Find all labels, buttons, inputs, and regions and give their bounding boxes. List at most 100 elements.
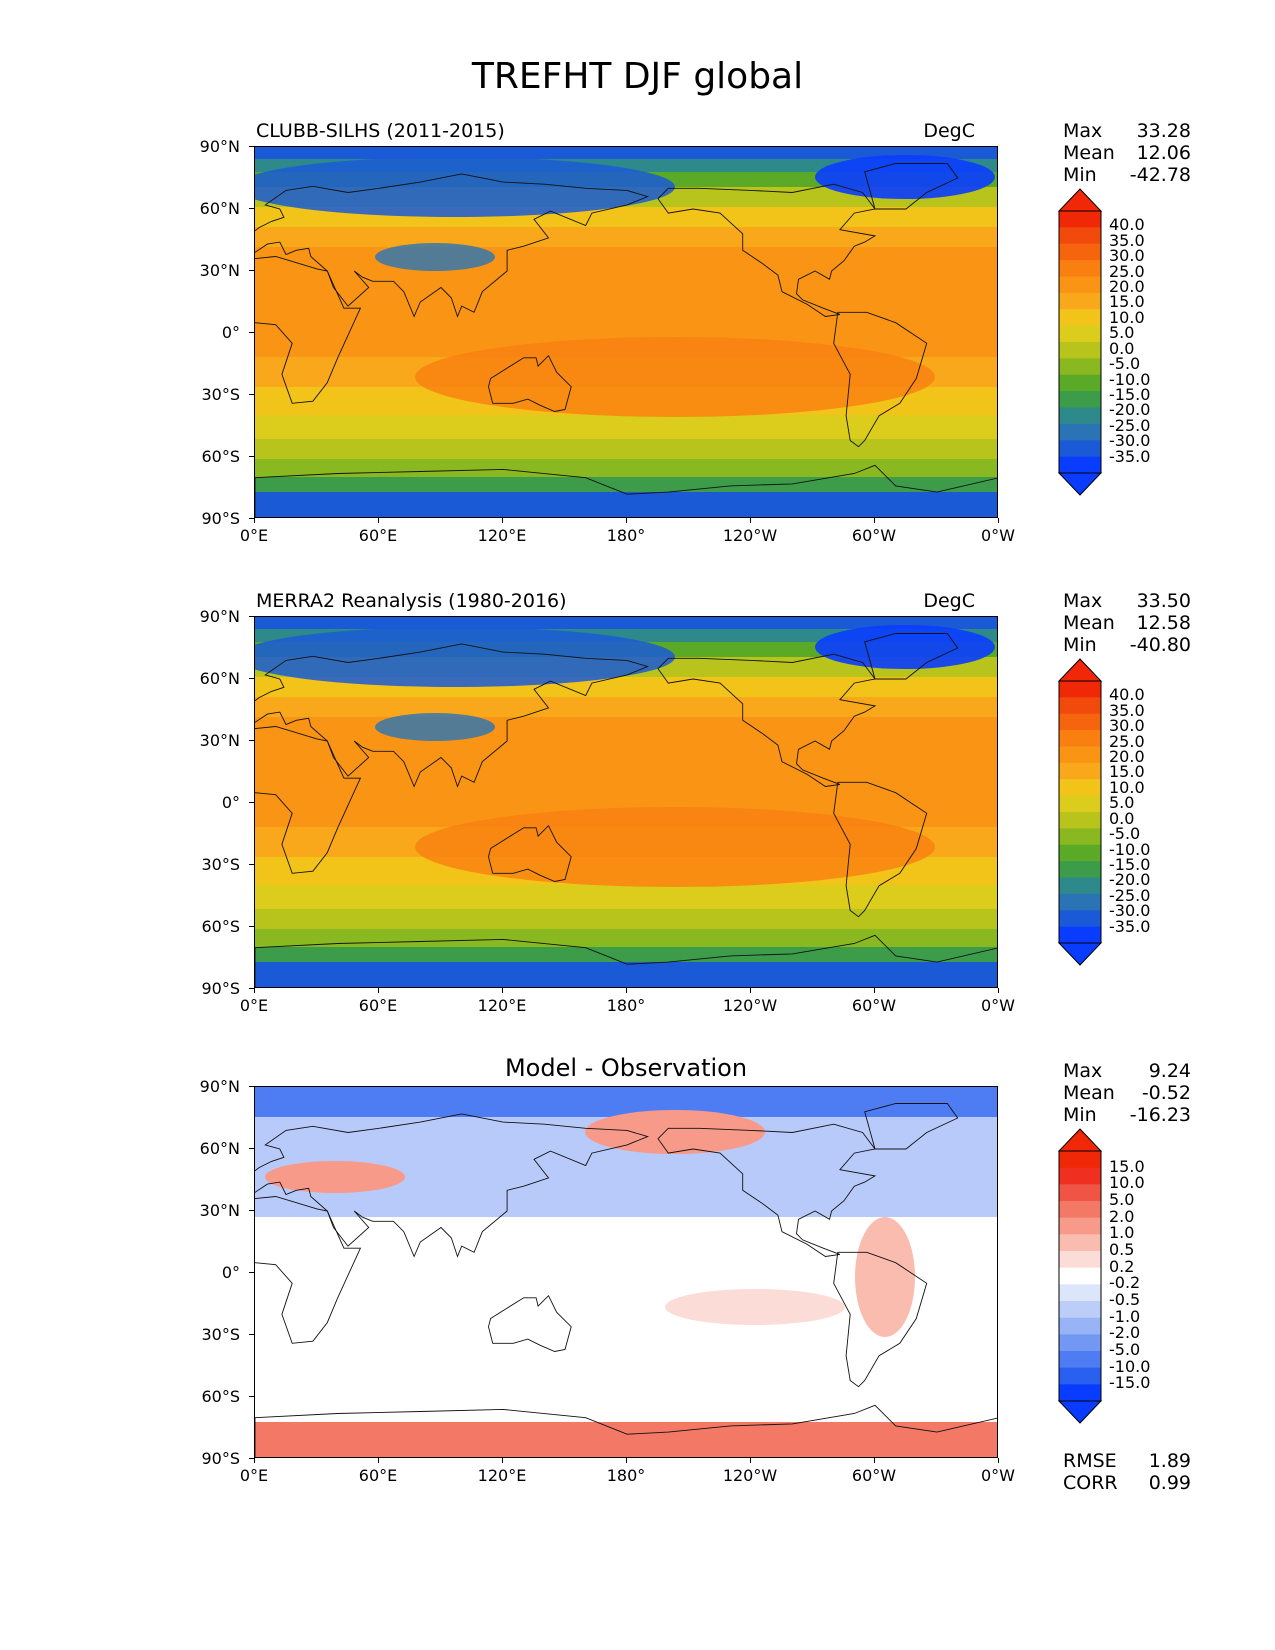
latitude-tick — [249, 926, 254, 927]
longitude-tick-label: 60°W — [851, 526, 897, 545]
colorbar-tick-label: 0.5 — [1109, 1240, 1135, 1259]
coastline — [864, 1103, 959, 1150]
latitude-tick — [249, 518, 254, 519]
latitude-tick-label: 60°N — [199, 669, 240, 688]
stats-box: Max 33.50 Mean 12.58 Min -40.80 — [1063, 590, 1191, 656]
colorbar-tick-label: 35.0 — [1109, 230, 1145, 250]
max-value: 9.24 — [1148, 1060, 1191, 1082]
figure-title: TREFHT DJF global — [471, 56, 804, 97]
latitude-tick — [249, 1148, 254, 1149]
latitude-tick — [249, 1334, 254, 1335]
colorbar-tick-label: 15.0 — [1109, 1156, 1145, 1176]
mean-value: 12.06 — [1136, 142, 1191, 164]
colorbar-tick-label: -15.0 — [1109, 384, 1151, 404]
coastline — [833, 311, 928, 448]
panel-units: DegC — [923, 120, 975, 142]
difference-panel: Model - Observation Max 9.24 Mean -0.52 Mi… — [0, 1054, 1275, 1500]
colorbar-tick-label: -20.0 — [1109, 400, 1151, 420]
temperature-field — [255, 617, 997, 987]
colorbar — [1058, 188, 1102, 496]
latitude-tick — [249, 1210, 254, 1211]
difference-field — [255, 1087, 997, 1457]
colorbar-tick-label: 2.0 — [1109, 1206, 1135, 1226]
longitude-tick-label: 180° — [606, 996, 646, 1015]
rmse-value: 1.89 — [1148, 1450, 1191, 1472]
coastline — [833, 781, 928, 918]
latitude-tick — [249, 988, 254, 989]
coastline — [833, 1251, 928, 1388]
rmse-label: RMSE — [1063, 1450, 1117, 1472]
max-value: 33.28 — [1136, 120, 1191, 142]
latitude-tick-label: 30°S — [201, 385, 240, 404]
longitude-tick — [254, 988, 255, 993]
colorbar-tick-label: 0.0 — [1109, 338, 1135, 358]
coastline — [488, 1294, 572, 1352]
colorbar-tick-label: -30.0 — [1109, 901, 1151, 921]
coastline — [255, 643, 650, 788]
colorbar-tick-label: 10.0 — [1109, 307, 1145, 327]
mean-label: Mean — [1063, 612, 1115, 634]
longitude-tick — [502, 518, 503, 523]
latitude-tick-label: 90°S — [201, 509, 240, 528]
coastline — [657, 1123, 877, 1257]
panel-title: CLUBB-SILHS (2011-2015) — [256, 120, 505, 142]
latitude-tick — [249, 802, 254, 803]
longitude-tick-label: 0°E — [239, 1466, 269, 1485]
colorbar-tick-label: 5.0 — [1109, 793, 1135, 813]
longitude-tick-label: 0°W — [981, 996, 1015, 1015]
colorbar-tick-label: 5.0 — [1109, 323, 1135, 343]
colorbar-tick-label: -35.0 — [1109, 446, 1151, 466]
colorbar — [1058, 1128, 1102, 1424]
latitude-tick-label: 60°S — [201, 447, 240, 466]
model-panel: CLUBB-SILHS (2011-2015) DegC Max 33.28 Me… — [0, 120, 1275, 560]
coastline — [255, 934, 997, 987]
temperature-map — [254, 146, 998, 518]
latitude-tick — [249, 332, 254, 333]
colorbar-tick-label: 0.0 — [1109, 808, 1135, 828]
mean-value: -0.52 — [1141, 1082, 1191, 1104]
coastline — [864, 633, 959, 680]
colorbar-tick-label: -10.0 — [1109, 369, 1151, 389]
longitude-tick — [378, 988, 379, 993]
longitude-tick — [874, 518, 875, 523]
longitude-tick-label: 0°W — [981, 1466, 1015, 1485]
latitude-tick — [249, 616, 254, 617]
latitude-tick — [249, 1272, 254, 1273]
longitude-tick-label: 120°W — [722, 526, 778, 545]
latitude-tick-label: 30°N — [199, 261, 240, 280]
colorbar-tick-label: 30.0 — [1109, 716, 1145, 736]
colorbar-tick-label: 25.0 — [1109, 261, 1145, 281]
latitude-tick-label: 60°S — [201, 1387, 240, 1406]
colorbar-tick-label: -5.0 — [1109, 1340, 1141, 1359]
rmse-corr-box: RMSE 1.89 CORR 0.99 — [1063, 1450, 1191, 1494]
colorbar-tick-label: 35.0 — [1109, 700, 1145, 720]
latitude-tick-label: 30°S — [201, 1325, 240, 1344]
longitude-tick-label: 180° — [606, 1466, 646, 1485]
stats-box: Max 9.24 Mean -0.52 Min -16.23 — [1063, 1060, 1191, 1126]
colorbar-tick-label: -0.5 — [1109, 1290, 1141, 1309]
coastline — [657, 653, 877, 787]
colorbar-tick-label: 30.0 — [1109, 246, 1145, 266]
colorbar-tick-label: -15.0 — [1109, 854, 1151, 874]
observation-panel: MERRA2 Reanalysis (1980-2016) DegC Max 33… — [0, 590, 1275, 1030]
difference-map — [254, 1086, 998, 1458]
colorbar-tick-label: 25.0 — [1109, 731, 1145, 751]
longitude-tick — [254, 1458, 255, 1463]
colorbar-tick-label: -10.0 — [1109, 1356, 1151, 1376]
colorbar-tick-label: 10.0 — [1109, 777, 1145, 797]
latitude-tick-label: 90°N — [199, 1077, 240, 1096]
colorbar-tick-label: 1.0 — [1109, 1223, 1135, 1243]
longitude-tick-label: 60°E — [358, 1466, 398, 1485]
longitude-tick-label: 0°E — [239, 526, 269, 545]
colorbar-tick-label: -1.0 — [1109, 1306, 1141, 1326]
colorbar-tick-label: 0.2 — [1109, 1256, 1135, 1276]
colorbar-tick-label: -25.0 — [1109, 415, 1151, 435]
latitude-tick-label: 60°S — [201, 917, 240, 936]
latitude-tick-label: 90°S — [201, 979, 240, 998]
mean-label: Mean — [1063, 142, 1115, 164]
latitude-tick-label: 30°N — [199, 731, 240, 750]
colorbar-tick-label: -10.0 — [1109, 839, 1151, 859]
latitude-tick-label: 0° — [221, 793, 240, 812]
colorbar-tick-label: -5.0 — [1109, 354, 1141, 374]
coastline — [255, 173, 650, 318]
